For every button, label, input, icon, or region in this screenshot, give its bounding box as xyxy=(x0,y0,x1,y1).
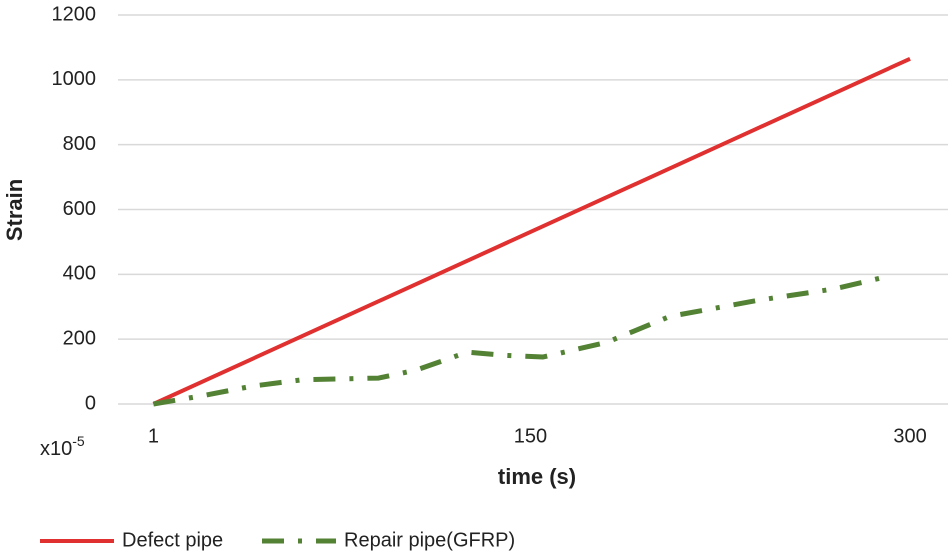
y-unit-exponent: -5 xyxy=(72,433,85,449)
x-tick-label: 150 xyxy=(514,425,547,447)
y-unit-base: x10 xyxy=(40,438,72,460)
x-tick-label: 1 xyxy=(148,425,159,447)
y-tick-label: 600 xyxy=(63,198,96,220)
x-axis-title: time (s) xyxy=(498,464,576,489)
y-tick-label: 0 xyxy=(85,392,96,414)
x-tick-label: 300 xyxy=(893,425,926,447)
y-unit: x10-5 xyxy=(40,433,85,461)
y-tick-label: 800 xyxy=(63,133,96,155)
data-line xyxy=(152,56,911,406)
y-tick-label: 200 xyxy=(63,327,96,349)
y-tick-label: 1200 xyxy=(52,3,97,25)
data-line xyxy=(153,273,891,407)
legend-label: Defect pipe xyxy=(122,529,223,551)
y-tick-label: 400 xyxy=(63,263,96,285)
y-tick-label: 1000 xyxy=(52,68,97,90)
y-axis-title: Strain xyxy=(2,179,27,241)
legend-label: Repair pipe(GFRP) xyxy=(344,529,515,551)
